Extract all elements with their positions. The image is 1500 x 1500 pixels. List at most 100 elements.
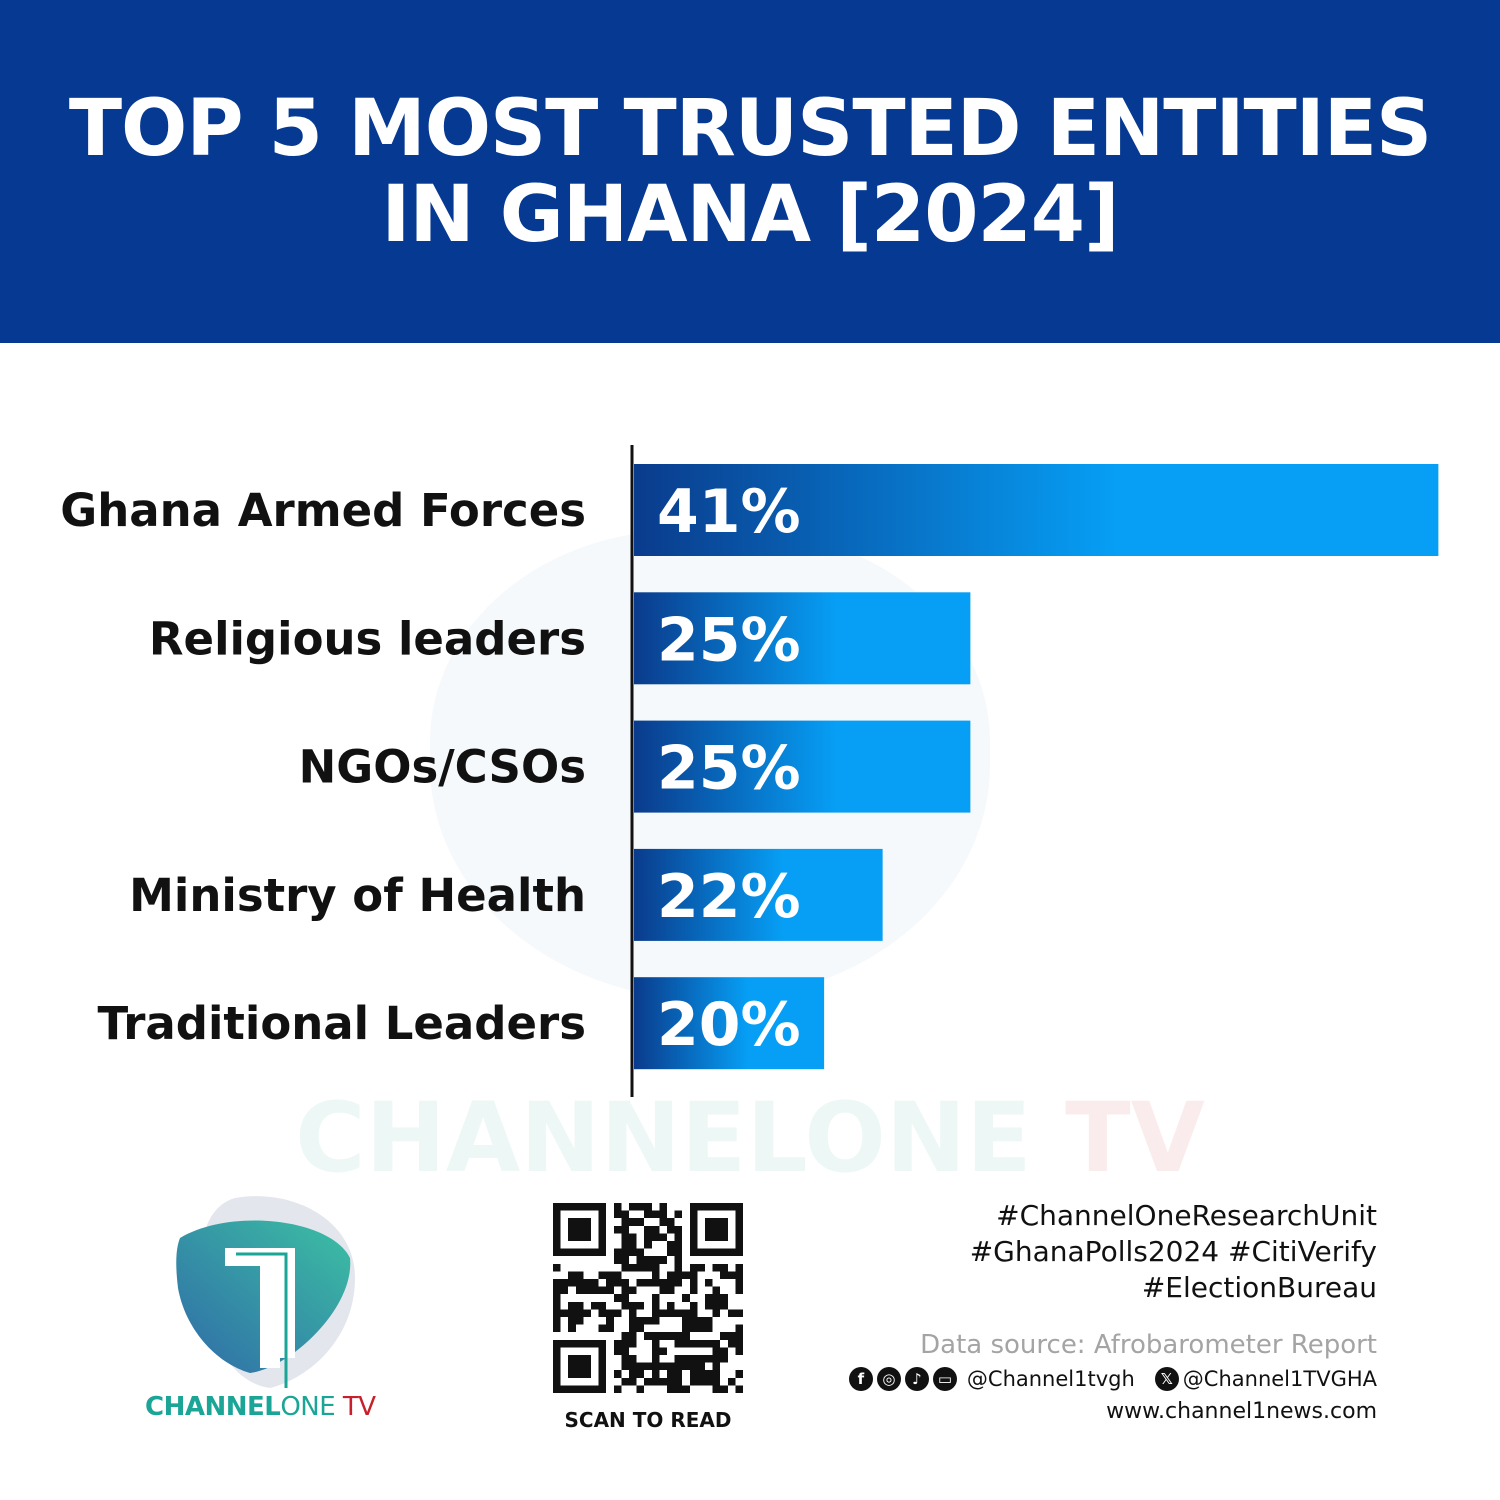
qr-module xyxy=(651,1370,660,1378)
qr-module xyxy=(712,1347,721,1355)
qr-module xyxy=(636,1301,645,1310)
qr-module xyxy=(629,1324,637,1333)
qr-module xyxy=(689,1286,698,1295)
qr-module xyxy=(689,1339,698,1348)
watermark-part2: TV xyxy=(1031,1082,1205,1194)
qr-module xyxy=(629,1362,637,1371)
qr-module xyxy=(560,1286,569,1295)
logo-part1: CHANNEL xyxy=(145,1392,281,1422)
qr-module xyxy=(568,1271,576,1279)
qr-module xyxy=(629,1286,637,1295)
handle-x[interactable]: @Channel1TVGHA xyxy=(1182,1367,1377,1391)
data-source: Data source: Afrobarometer Report xyxy=(920,1330,1377,1360)
hashtag-line: #ChannelOneResearchUnit xyxy=(996,1199,1377,1232)
qr-module xyxy=(613,1370,622,1378)
qr-module xyxy=(727,1271,736,1279)
qr-module xyxy=(682,1309,690,1317)
qr-module xyxy=(636,1362,645,1371)
qr-module xyxy=(712,1355,721,1363)
qr-module xyxy=(636,1317,645,1325)
qr-module xyxy=(674,1339,683,1348)
qr-module xyxy=(629,1332,637,1340)
qr-module xyxy=(613,1203,622,1211)
qr-module xyxy=(598,1324,607,1333)
category-label: Religious leaders xyxy=(149,612,586,665)
qr-module xyxy=(575,1286,584,1295)
handle-main[interactable]: @Channel1tvgh xyxy=(966,1367,1135,1391)
qr-module xyxy=(651,1339,660,1348)
qr-module xyxy=(659,1332,667,1340)
qr-module xyxy=(659,1347,667,1355)
qr-module xyxy=(629,1241,637,1249)
qr-module xyxy=(705,1294,713,1302)
bar-3 xyxy=(634,848,883,941)
facebook-icon[interactable]: f xyxy=(848,1367,873,1391)
qr-module xyxy=(667,1241,675,1249)
instagram-icon[interactable]: ◎ xyxy=(876,1367,901,1391)
qr-module xyxy=(689,1263,698,1272)
qr-module xyxy=(553,1324,561,1333)
qr-module xyxy=(613,1225,622,1234)
qr-module xyxy=(697,1362,705,1371)
qr-module xyxy=(667,1218,675,1226)
qr-module xyxy=(621,1355,629,1363)
qr-module xyxy=(621,1225,629,1234)
qr-module xyxy=(697,1339,705,1348)
qr-module xyxy=(629,1370,637,1378)
qr-module xyxy=(636,1218,645,1226)
qr-module xyxy=(674,1279,683,1287)
qr-module xyxy=(720,1347,728,1355)
qr-module xyxy=(735,1279,743,1287)
logo-part3: TV xyxy=(335,1392,376,1422)
qr-module xyxy=(682,1339,690,1348)
qr-caption: SCAN TO READ xyxy=(564,1408,732,1432)
qr-module xyxy=(674,1256,683,1264)
qr-module xyxy=(644,1317,652,1325)
watermark-text: CHANNELONE TV xyxy=(0,1082,1500,1194)
qr-module xyxy=(629,1263,637,1272)
qr-module xyxy=(621,1241,629,1249)
qr-module xyxy=(629,1317,637,1325)
qr-module xyxy=(674,1263,683,1272)
qr-module xyxy=(644,1241,652,1249)
qr-module xyxy=(735,1339,743,1348)
qr-module xyxy=(667,1385,675,1393)
qr-module xyxy=(583,1286,591,1295)
qr-module xyxy=(682,1294,690,1302)
tiktok-icon[interactable]: ♪ xyxy=(904,1367,929,1391)
qr-module xyxy=(720,1332,728,1340)
qr-module xyxy=(651,1279,660,1287)
qr-module xyxy=(689,1370,698,1378)
qr-module xyxy=(720,1301,728,1310)
qr-module xyxy=(705,1301,713,1310)
qr-module xyxy=(629,1203,637,1211)
title-line-1: TOP 5 MOST TRUSTED ENTITIES xyxy=(68,83,1432,174)
qr-module xyxy=(712,1286,721,1295)
qr-module xyxy=(674,1210,683,1219)
youtube-icon[interactable]: ▭ xyxy=(932,1367,957,1391)
bar-4 xyxy=(634,977,825,1070)
qr-code[interactable] xyxy=(553,1203,743,1393)
qr-module xyxy=(689,1324,698,1333)
qr-module xyxy=(659,1279,667,1287)
x-icon[interactable]: 𝕏 xyxy=(1154,1367,1179,1391)
website-link[interactable]: www.channel1news.com xyxy=(1106,1399,1377,1424)
logo-part2: ONE xyxy=(280,1392,336,1422)
qr-module xyxy=(727,1339,736,1348)
qr-module xyxy=(606,1317,614,1325)
qr-module xyxy=(735,1385,743,1393)
qr-module xyxy=(553,1279,561,1287)
qr-module xyxy=(651,1271,660,1279)
qr-module xyxy=(667,1301,675,1310)
qr-module xyxy=(667,1309,675,1317)
qr-module xyxy=(735,1370,743,1378)
qr-module xyxy=(613,1347,622,1355)
qr-module xyxy=(651,1309,660,1317)
qr-module xyxy=(621,1256,629,1264)
qr-module xyxy=(674,1385,683,1393)
qr-module xyxy=(674,1309,683,1317)
qr-module xyxy=(613,1248,622,1257)
qr-module xyxy=(682,1271,690,1279)
category-label: Ministry of Health xyxy=(129,869,586,922)
